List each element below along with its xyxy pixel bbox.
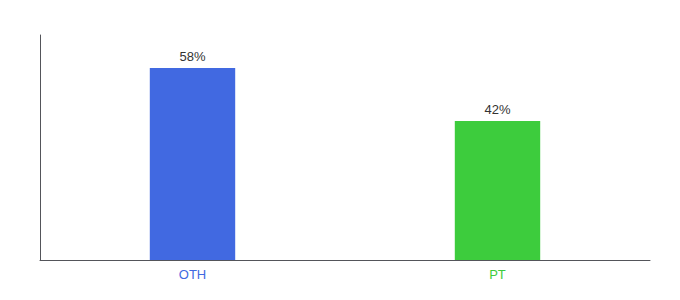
svg-text:OTH: OTH xyxy=(179,267,206,282)
svg-text:42%: 42% xyxy=(484,102,510,117)
svg-text:58%: 58% xyxy=(179,49,205,64)
svg-text:PT: PT xyxy=(489,267,506,282)
